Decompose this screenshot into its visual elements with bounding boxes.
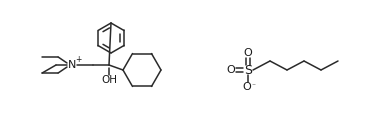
Text: S: S: [244, 63, 252, 77]
Text: O: O: [243, 48, 252, 58]
Text: +: +: [75, 55, 81, 65]
Text: OH: OH: [101, 75, 117, 85]
Text: O: O: [243, 82, 252, 92]
Text: O: O: [227, 65, 235, 75]
Text: ⁻: ⁻: [251, 81, 255, 91]
Text: N: N: [68, 60, 76, 70]
